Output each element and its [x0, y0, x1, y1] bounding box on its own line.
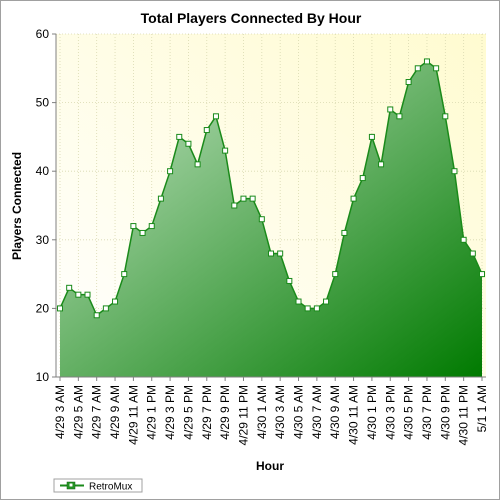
- data-point: [212, 113, 219, 120]
- data-point: [414, 65, 421, 72]
- x-tick-label: 4/29 3 AM: [53, 385, 67, 439]
- x-tick-label: 4/29 9 PM: [218, 385, 232, 440]
- x-tick-label: 4/29 5 PM: [181, 385, 195, 440]
- x-tick-label: 5/1 1 AM: [475, 385, 489, 432]
- data-point: [249, 195, 256, 202]
- data-point: [240, 195, 247, 202]
- y-ticks: 10 20 30 40 50 60: [36, 27, 56, 384]
- data-points: [57, 58, 485, 319]
- data-point: [194, 161, 201, 168]
- data-point: [359, 175, 366, 182]
- y-tick-label: 10: [36, 370, 50, 384]
- series-area: [60, 61, 482, 377]
- data-point: [405, 79, 412, 86]
- x-axis-title: Hour: [256, 459, 284, 473]
- x-tick-label: 4/30 1 PM: [365, 385, 379, 440]
- legend-box: [53, 478, 143, 493]
- x-tick-label: 4/29 9 AM: [108, 385, 122, 439]
- data-point: [442, 113, 449, 120]
- data-point: [75, 291, 82, 298]
- data-point: [157, 195, 164, 202]
- data-point: [378, 161, 385, 168]
- data-point: [222, 147, 229, 154]
- x-tick-label: 4/29 7 PM: [200, 385, 214, 440]
- y-tick-label: 50: [36, 96, 50, 110]
- data-point: [368, 133, 375, 140]
- data-point: [387, 106, 394, 113]
- data-point: [341, 229, 348, 236]
- data-point: [121, 271, 128, 278]
- x-tick-label: 4/30 3 AM: [273, 385, 287, 439]
- data-point: [304, 305, 311, 312]
- data-point: [102, 305, 109, 312]
- data-point: [479, 271, 485, 278]
- data-point: [258, 216, 265, 223]
- data-point: [57, 305, 63, 312]
- data-point: [148, 223, 155, 230]
- data-point: [396, 113, 403, 120]
- data-point: [139, 229, 146, 236]
- data-point: [323, 298, 330, 305]
- x-tick-label: 4/29 11 AM: [126, 385, 140, 445]
- data-point: [130, 223, 137, 230]
- y-tick-label: 40: [36, 164, 50, 178]
- data-point: [185, 140, 192, 147]
- data-point: [433, 65, 440, 72]
- legend-marker: [68, 482, 74, 488]
- legend: RetroMux: [53, 478, 143, 493]
- data-point: [268, 250, 274, 257]
- data-point: [84, 291, 91, 298]
- x-tick-label: 4/29 7 AM: [90, 385, 104, 439]
- data-point: [277, 250, 284, 257]
- x-tick-label: 4/30 7 PM: [420, 385, 434, 440]
- x-tick-label: 4/30 5 AM: [292, 385, 306, 439]
- x-ticks: 4/29 3 AM 4/29 5 AM 4/29 7 AM 4/29 9 AM 4/29…: [53, 377, 489, 445]
- x-tick-label: 4/30 11 AM: [347, 385, 361, 445]
- data-point: [332, 271, 339, 278]
- data-point: [231, 202, 238, 209]
- x-tick-label: 4/30 9 AM: [328, 385, 342, 439]
- data-point: [66, 284, 73, 291]
- x-tick-label: 4/30 5 PM: [402, 385, 416, 440]
- x-tick-label: 4/29 11 PM: [236, 385, 250, 445]
- x-tick-label: 4/30 1 AM: [255, 385, 269, 439]
- data-point: [112, 298, 119, 305]
- data-point: [423, 58, 430, 65]
- data-point: [460, 236, 467, 243]
- data-point: [451, 168, 458, 175]
- data-point: [203, 127, 210, 134]
- legend-label: RetroMux: [89, 482, 132, 493]
- data-point: [93, 312, 100, 319]
- y-axis-title: Players Connected: [10, 152, 24, 260]
- x-tick-label: 4/30 9 PM: [438, 385, 452, 440]
- data-point: [469, 250, 476, 257]
- chart-title: Total Players Connected By Hour: [141, 10, 362, 26]
- data-point: [350, 195, 357, 202]
- x-tick-label: 4/30 3 PM: [383, 385, 397, 440]
- x-tick-label: 4/30 11 PM: [457, 385, 471, 445]
- x-tick-label: 4/29 1 PM: [145, 385, 159, 440]
- data-point: [313, 305, 320, 312]
- x-tick-label: 4/29 3 PM: [163, 385, 177, 440]
- y-tick-label: 60: [36, 27, 50, 41]
- x-tick-label: 4/29 5 AM: [71, 385, 85, 439]
- x-tick-label: 4/30 7 AM: [310, 385, 324, 439]
- y-tick-label: 20: [36, 301, 50, 315]
- data-point: [176, 133, 183, 140]
- data-point: [286, 277, 293, 284]
- y-tick-label: 30: [36, 233, 50, 247]
- data-point: [167, 168, 174, 175]
- data-point: [295, 298, 302, 305]
